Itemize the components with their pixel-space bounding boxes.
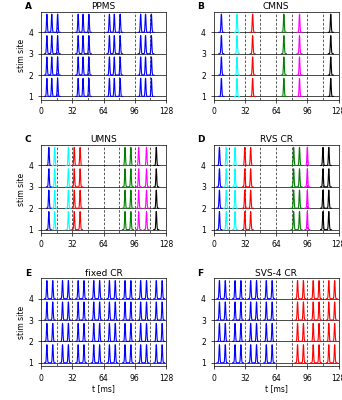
- X-axis label: t [ms]: t [ms]: [92, 384, 115, 393]
- Title: CMNS: CMNS: [263, 2, 289, 11]
- Y-axis label: stim site: stim site: [17, 306, 26, 339]
- Title: UMNS: UMNS: [90, 136, 117, 144]
- Title: RVS CR: RVS CR: [260, 136, 292, 144]
- Y-axis label: stim site: stim site: [17, 39, 26, 72]
- Y-axis label: stim site: stim site: [17, 172, 26, 206]
- Text: A: A: [25, 2, 32, 11]
- Text: E: E: [25, 268, 31, 278]
- Text: F: F: [197, 268, 203, 278]
- Title: PPMS: PPMS: [91, 2, 116, 11]
- Title: SVS-4 CR: SVS-4 CR: [255, 268, 297, 278]
- Text: D: D: [197, 135, 205, 144]
- Text: C: C: [25, 135, 31, 144]
- Text: B: B: [197, 2, 204, 11]
- Title: fixed CR: fixed CR: [85, 268, 122, 278]
- X-axis label: t [ms]: t [ms]: [265, 384, 288, 393]
